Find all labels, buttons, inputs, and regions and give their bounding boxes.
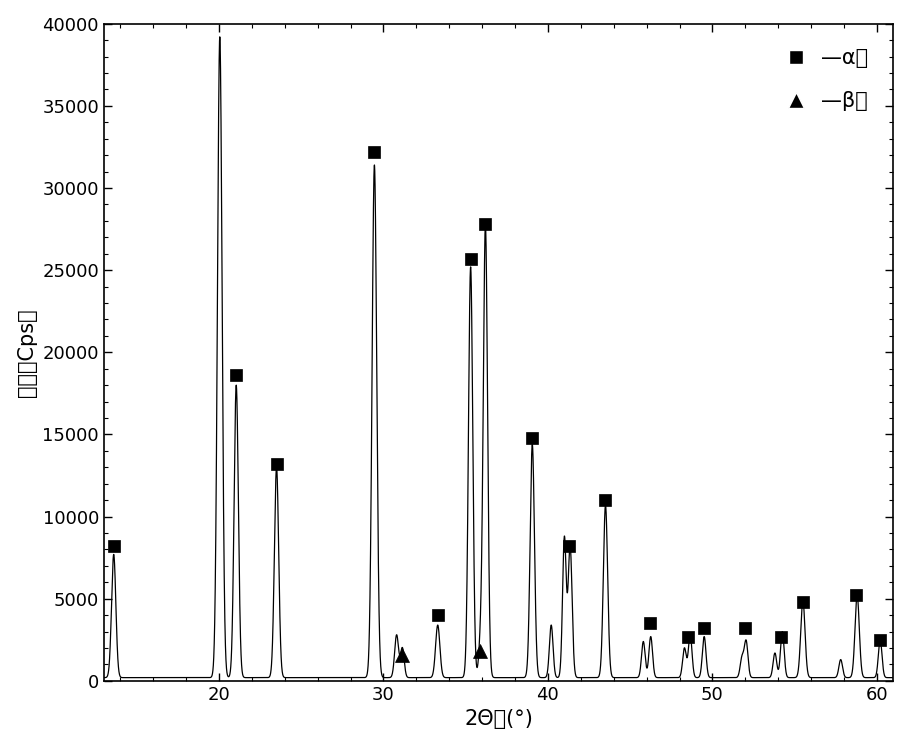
Legend: —α相, —β相: —α相, —β相	[768, 40, 875, 119]
Y-axis label: 强度（Cps）: 强度（Cps）	[16, 308, 36, 397]
X-axis label: 2Θ角(°): 2Θ角(°)	[464, 709, 533, 730]
